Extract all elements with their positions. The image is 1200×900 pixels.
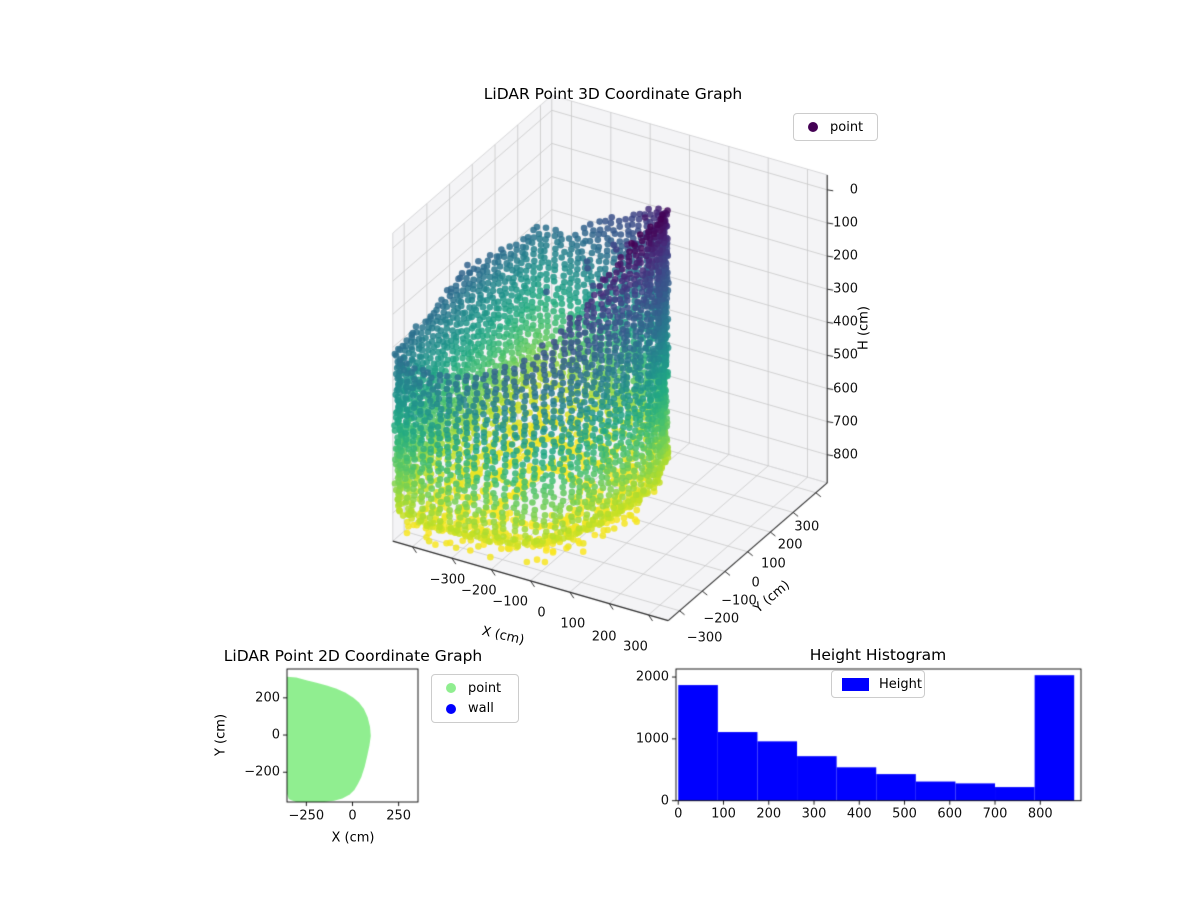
histogram-x-tick-label: 800 bbox=[1027, 806, 1053, 822]
plot3d-legend: point bbox=[793, 113, 878, 141]
plot3d-y-tick-label: 0 bbox=[751, 575, 760, 591]
legend-label: wall bbox=[468, 701, 494, 717]
legend-item-point-2d: point bbox=[440, 678, 510, 699]
histogram-y-tick-label: 2000 bbox=[635, 669, 669, 685]
plot3d-x-tick-label: −100 bbox=[492, 594, 529, 610]
plot3d-h-tick-label: 800 bbox=[833, 447, 858, 463]
wall-legend-marker-icon bbox=[446, 703, 456, 714]
plot2d-x-tick-label: 250 bbox=[386, 808, 412, 824]
point-legend-marker-icon bbox=[446, 683, 456, 694]
plot2d-yaxis-label: Y (cm) bbox=[213, 713, 229, 757]
plot3d-x-tick-label: 300 bbox=[623, 639, 648, 655]
plot2d-y-tick-label: −200 bbox=[244, 764, 280, 780]
height-legend-patch-icon bbox=[842, 677, 869, 691]
plot3d-y-tick-label: −200 bbox=[703, 611, 740, 627]
plot3d-y-tick-label: −300 bbox=[686, 630, 723, 646]
histogram-x-tick-label: 0 bbox=[674, 806, 683, 822]
plot3d-h-tick-label: 0 bbox=[849, 182, 858, 198]
plot2d-y-tick-label: 0 bbox=[271, 727, 280, 743]
plot3d-x-tick-label: −200 bbox=[460, 583, 497, 599]
histogram-x-tick-label: 100 bbox=[711, 806, 736, 822]
plot2d-xaxis-label: X (cm) bbox=[331, 830, 375, 846]
plot3d-y-tick-label: −100 bbox=[721, 593, 757, 609]
histogram-y-tick-label: 1000 bbox=[635, 731, 669, 747]
histogram-x-tick-label: 300 bbox=[801, 806, 827, 822]
plot3d-y-tick-label: 300 bbox=[794, 519, 820, 535]
plot3d-x-tick-label: 200 bbox=[591, 629, 617, 645]
plot2d-title: LiDAR Point 2D Coordinate Graph bbox=[223, 647, 483, 665]
plot3d-h-tick-label: 100 bbox=[833, 215, 858, 231]
legend-item-point-3d: point bbox=[802, 117, 869, 137]
plot3d-h-tick-label: 700 bbox=[833, 414, 858, 430]
plot3d-title: LiDAR Point 3D Coordinate Graph bbox=[483, 85, 743, 103]
legend-label: point bbox=[468, 680, 502, 696]
plot2d-x-tick-label: 0 bbox=[348, 808, 357, 824]
histogram-x-tick-label: 400 bbox=[846, 806, 872, 822]
plot3d-x-tick-label: −300 bbox=[429, 572, 466, 588]
plot2d-legend: point wall bbox=[431, 674, 519, 723]
legend-item-wall-2d: wall bbox=[440, 699, 510, 720]
plot3d-h-tick-label: 600 bbox=[833, 381, 858, 397]
histogram-y-tick-label: 0 bbox=[660, 793, 669, 809]
plot3d-x-tick-label: 0 bbox=[537, 605, 546, 621]
plot3d-h-tick-label: 500 bbox=[833, 347, 858, 363]
histogram-x-tick-label: 700 bbox=[982, 806, 1008, 822]
legend-label: Height bbox=[879, 676, 922, 692]
histogram-x-tick-label: 600 bbox=[937, 806, 963, 822]
plot2d-y-tick-label: 200 bbox=[255, 690, 280, 706]
plot3d-h-tick-label: 300 bbox=[833, 281, 858, 297]
point-legend-marker-icon bbox=[808, 122, 818, 132]
histogram-title: Height Histogram bbox=[809, 646, 947, 664]
plot3d-y-tick-label: 200 bbox=[777, 537, 803, 553]
plot3d-y-tick-label: 100 bbox=[760, 556, 786, 572]
legend-label: point bbox=[830, 119, 864, 135]
plot3d-haxis-label: H (cm) bbox=[856, 306, 872, 350]
histogram-x-tick-label: 500 bbox=[892, 806, 917, 822]
plot3d-h-tick-label: 400 bbox=[833, 314, 858, 330]
plot2d-x-tick-label: −250 bbox=[288, 808, 325, 824]
plot3d-h-tick-label: 200 bbox=[833, 248, 858, 264]
histogram-x-tick-label: 200 bbox=[756, 806, 782, 822]
histogram-legend: Height bbox=[831, 670, 925, 698]
plot3d-x-tick-label: 100 bbox=[560, 616, 586, 632]
legend-item-height: Height bbox=[840, 674, 922, 694]
